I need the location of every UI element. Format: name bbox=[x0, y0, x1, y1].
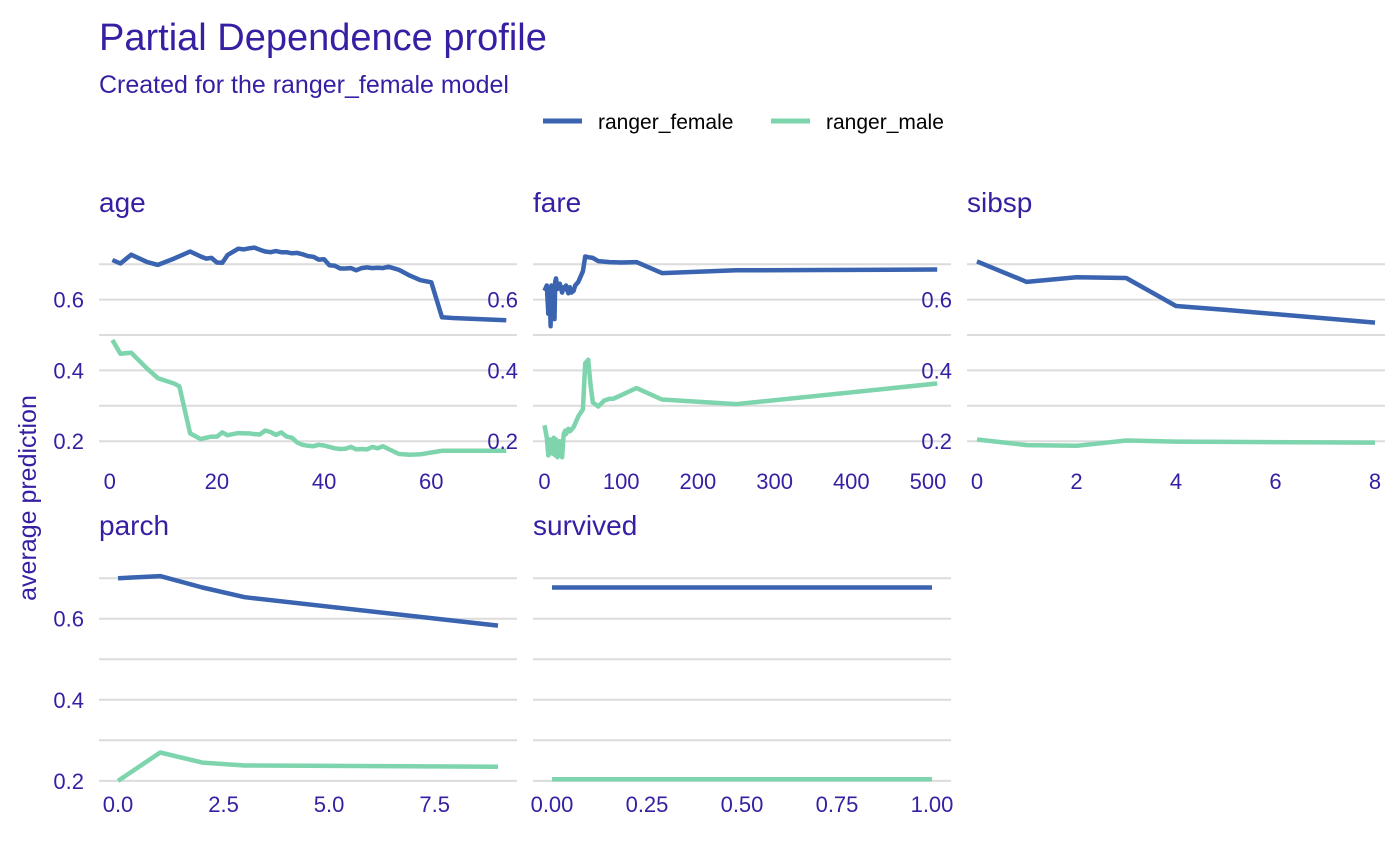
x-tick-label: 20 bbox=[205, 469, 229, 494]
panel-parch: parch 0.2 0.4 0.6 0.0 2.5 5.0 7.5 bbox=[53, 510, 517, 817]
x-tick-label: 5.0 bbox=[314, 792, 345, 817]
x-tick-label: 40 bbox=[312, 469, 336, 494]
y-tick-label: 0.2 bbox=[53, 769, 84, 794]
y-tick-label: 0.2 bbox=[53, 429, 84, 454]
panel-sibsp: sibsp 0.2 0.4 0.6 0 2 4 6 8 bbox=[921, 187, 1385, 494]
x-tick-label: 100 bbox=[603, 469, 640, 494]
x-tick-label: 7.5 bbox=[419, 792, 450, 817]
x-tick-label: 0.25 bbox=[626, 792, 669, 817]
x-tick-label: 500 bbox=[910, 469, 947, 494]
panel-fare: fare 0.2 0.4 0.6 0 100 200 300 400 500 bbox=[487, 187, 951, 494]
series-line-ranger-female bbox=[542, 254, 938, 329]
chart-title: Partial Dependence profile bbox=[99, 17, 547, 59]
chart-subtitle: Created for the ranger_female model bbox=[99, 71, 509, 99]
series-line-ranger-male bbox=[110, 338, 507, 457]
legend-label-ranger-male: ranger_male bbox=[826, 111, 944, 134]
panel-title-sibsp: sibsp bbox=[967, 187, 1032, 218]
series-line-ranger-female bbox=[976, 259, 1376, 325]
y-tick-label: 0.4 bbox=[487, 358, 518, 383]
y-tick-label: 0.4 bbox=[921, 358, 952, 383]
x-tick-label: 300 bbox=[756, 469, 793, 494]
y-tick-label: 0.6 bbox=[53, 288, 84, 313]
series-line-ranger-male bbox=[542, 357, 938, 460]
x-tick-label: 6 bbox=[1269, 469, 1281, 494]
legend: ranger_female ranger_male bbox=[543, 111, 944, 134]
panel-title-fare: fare bbox=[533, 187, 581, 218]
x-tick-label: 0 bbox=[104, 469, 116, 494]
panel-title-age: age bbox=[99, 187, 146, 218]
x-tick-label: 2.5 bbox=[208, 792, 239, 817]
x-tick-label: 0.00 bbox=[531, 792, 574, 817]
panel-title-parch: parch bbox=[99, 510, 169, 541]
y-axis-label: average prediction bbox=[14, 395, 42, 601]
y-tick-label: 0.6 bbox=[487, 288, 518, 313]
x-tick-label: 8 bbox=[1369, 469, 1381, 494]
x-tick-label: 0.75 bbox=[816, 792, 859, 817]
legend-label-ranger-female: ranger_female bbox=[598, 111, 733, 134]
y-tick-label: 0.2 bbox=[921, 429, 952, 454]
series-line-ranger-female bbox=[111, 245, 507, 323]
panel-title-survived: survived bbox=[533, 510, 637, 541]
y-tick-label: 0.6 bbox=[53, 607, 84, 632]
series-line-ranger-male bbox=[976, 437, 1376, 449]
y-tick-label: 0.4 bbox=[53, 358, 84, 383]
panel-survived: survived 0.00 0.25 0.50 0.75 1.00 bbox=[531, 510, 954, 817]
x-tick-label: 60 bbox=[419, 469, 443, 494]
x-tick-label: 200 bbox=[680, 469, 717, 494]
series-line-ranger-male bbox=[116, 750, 499, 783]
x-tick-label: 1.00 bbox=[911, 792, 954, 817]
y-tick-label: 0.6 bbox=[921, 288, 952, 313]
panel-age: age 0.2 0.4 0.6 0 20 40 60 bbox=[53, 187, 517, 494]
y-tick-label: 0.4 bbox=[53, 688, 84, 713]
x-tick-label: 400 bbox=[833, 469, 870, 494]
y-tick-label: 0.2 bbox=[487, 429, 518, 454]
x-tick-label: 0 bbox=[538, 469, 550, 494]
x-tick-label: 4 bbox=[1170, 469, 1182, 494]
series-line-ranger-female bbox=[117, 573, 499, 628]
x-tick-label: 2 bbox=[1070, 469, 1082, 494]
x-tick-label: 0.50 bbox=[721, 792, 764, 817]
x-tick-label: 0 bbox=[971, 469, 983, 494]
x-tick-label: 0.0 bbox=[103, 792, 134, 817]
